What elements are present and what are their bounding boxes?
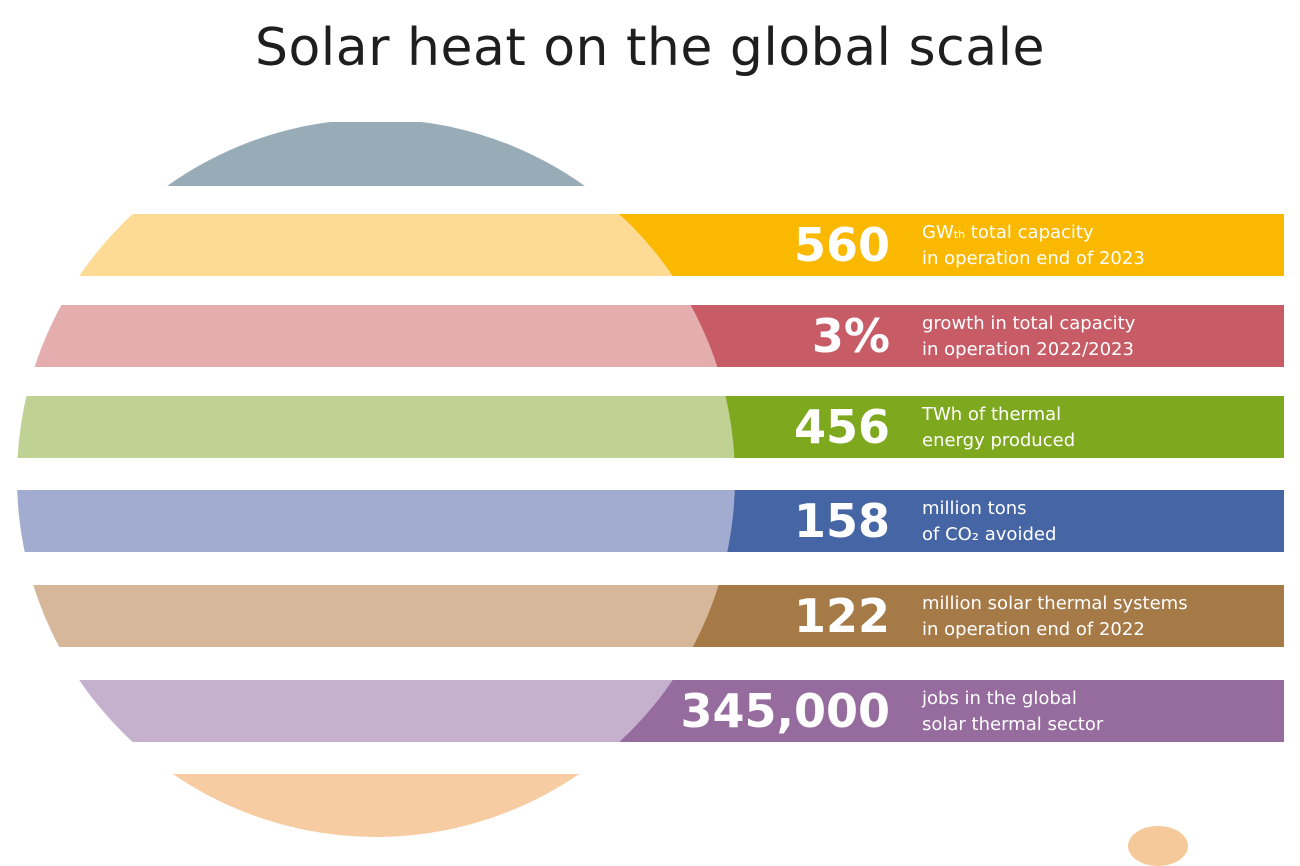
sun-stripes-graphic [17, 122, 1284, 837]
stat-row: 560 GWth total capacity in operation end… [0, 214, 1284, 276]
stat-description: jobs in the global solar thermal sector [922, 687, 1103, 737]
band-top [17, 122, 735, 186]
stat-description-line1: TWh of thermal [922, 403, 1075, 429]
stat-description-line1: jobs in the global [922, 687, 1103, 713]
stat-description: GWth total capacity in operation end of … [922, 221, 1145, 271]
line1-main: million solar thermal systems [922, 593, 1188, 614]
stat-band-light [17, 680, 735, 742]
stat-value: 122 [793, 589, 890, 643]
stat-value: 560 [793, 218, 890, 272]
stat-value: 158 [793, 494, 890, 548]
stat-description-line2: in operation 2022/2023 [922, 339, 1134, 360]
stat-description-line2: in operation end of 2023 [922, 248, 1145, 269]
stat-value: 345,000 [680, 684, 890, 738]
stat-description: growth in total capacity in operation 20… [922, 312, 1135, 362]
stat-value: 456 [793, 400, 890, 454]
stat-description-line2: of CO₂ avoided [922, 524, 1057, 545]
infographic-title: Solar heat on the global scale [254, 18, 1046, 78]
line1-main: GW [922, 222, 954, 243]
stat-band-light [17, 214, 735, 276]
line1-main: million tons [922, 498, 1027, 519]
stat-row: 345,000 jobs in the global solar thermal… [0, 680, 1284, 742]
stat-description: million tons of CO₂ avoided [922, 497, 1056, 547]
stat-value: 3% [811, 309, 890, 363]
stat-row: 122 million solar thermal systems in ope… [0, 585, 1284, 647]
line1-main: TWh of thermal [922, 404, 1062, 425]
line1-main: jobs in the global [922, 688, 1077, 709]
stat-description: TWh of thermal energy produced [922, 403, 1075, 453]
stat-description-line1: million tons [922, 497, 1056, 523]
stat-description-line1: growth in total capacity [922, 312, 1135, 338]
stat-description-line1: million solar thermal systems [922, 592, 1188, 618]
stat-row: 3% growth in total capacity in operation… [0, 305, 1284, 367]
stat-row: 158 million tons of CO₂ avoided [0, 490, 1284, 552]
stat-band-light [17, 305, 735, 367]
stat-description-line2: in operation end of 2022 [922, 619, 1145, 640]
stat-band-light [17, 396, 735, 458]
stat-band-light [17, 490, 735, 552]
stat-description: million solar thermal systems in operati… [922, 592, 1188, 642]
line1-main: growth in total capacity [922, 313, 1136, 334]
line1-rest: total capacity [965, 222, 1094, 243]
decorative-circle [1128, 826, 1188, 866]
stat-description-line2: solar thermal sector [922, 714, 1104, 735]
stat-description-line1: GWth total capacity [922, 221, 1145, 247]
band-bottom [17, 774, 735, 837]
line1-subscript: th [953, 228, 966, 241]
stat-band-light [17, 585, 735, 647]
stat-description-line2: energy produced [922, 430, 1076, 451]
stat-row: 456 TWh of thermal energy produced [0, 396, 1284, 458]
